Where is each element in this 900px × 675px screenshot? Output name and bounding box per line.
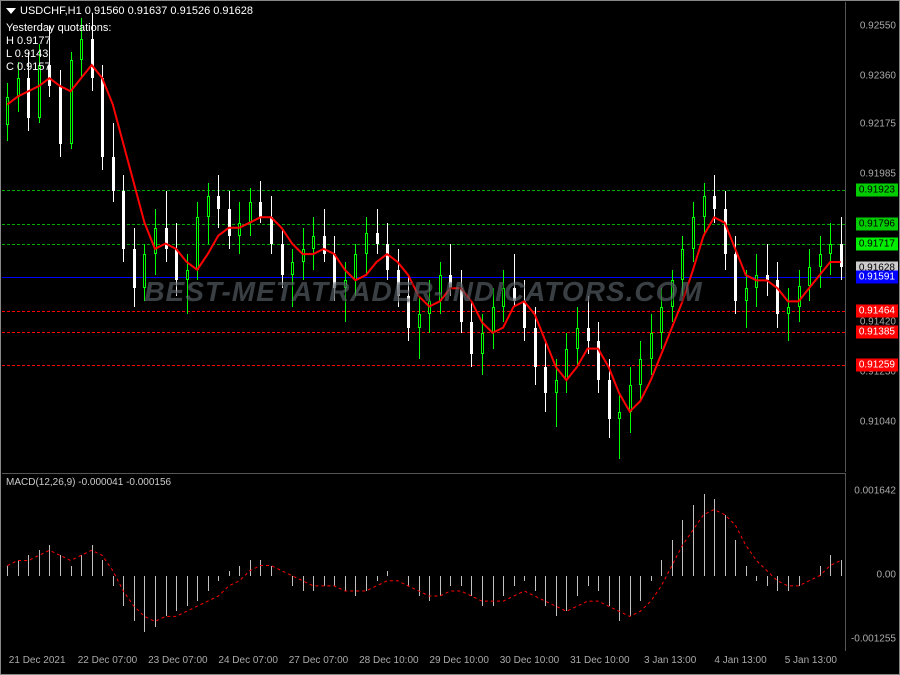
yesterday-quotations: Yesterday quotations: H 0.9177 L 0.9143 … — [6, 22, 111, 74]
ytick: 0.92175 — [860, 119, 896, 130]
xlabel: 5 Jan 13:00 — [785, 655, 837, 666]
price-label: 0.91259 — [856, 358, 898, 371]
price-label: 0.91923 — [856, 184, 898, 197]
xlabel: 23 Dec 07:00 — [148, 655, 208, 666]
watermark: BEST-METATRADER-INDICATORS.COM — [144, 276, 702, 308]
xlabel: 22 Dec 07:00 — [78, 655, 138, 666]
xlabel: 28 Dec 10:00 — [359, 655, 419, 666]
xlabel: 4 Jan 13:00 — [714, 655, 766, 666]
ytick: 0.91040 — [860, 417, 896, 428]
ytick: 0.91985 — [860, 168, 896, 179]
symbol-title: USDCHF,H1 0.91560 0.91637 0.91526 0.9162… — [6, 5, 253, 17]
xlabel: 31 Dec 10:00 — [570, 655, 630, 666]
dropdown-icon — [6, 8, 16, 14]
chart-container: USDCHF,H1 0.91560 0.91637 0.91526 0.9162… — [0, 0, 900, 675]
xlabel: 3 Jan 13:00 — [644, 655, 696, 666]
xlabel: 30 Dec 10:00 — [500, 655, 560, 666]
macd-ytick: 0.00 — [877, 569, 896, 580]
price-axis: 0.925500.923600.921750.919850.914200.912… — [844, 2, 898, 472]
xlabel: 27 Dec 07:00 — [289, 655, 349, 666]
time-axis: 21 Dec 2021 22 Dec 07:00 23 Dec 07:00 24 De… — [2, 652, 846, 675]
xlabel: 29 Dec 10:00 — [429, 655, 489, 666]
price-label: 0.91591 — [856, 271, 898, 284]
macd-axis: 0.001642 0.00 -0.001255 — [844, 473, 898, 651]
macd-ytick: 0.001642 — [854, 486, 896, 497]
xlabel: 21 Dec 2021 — [9, 655, 66, 666]
macd-panel[interactable]: MACD(12,26,9) -0.000041 -0.000156 — [2, 473, 846, 651]
ytick: 0.92550 — [860, 20, 896, 31]
price-label: 0.91796 — [856, 217, 898, 230]
price-label: 0.91464 — [856, 304, 898, 317]
ytick: 0.92360 — [860, 70, 896, 81]
macd-title: MACD(12,26,9) -0.000041 -0.000156 — [6, 477, 171, 488]
macd-ytick: -0.001255 — [851, 633, 896, 644]
price-label: 0.91385 — [856, 325, 898, 338]
price-chart[interactable]: USDCHF,H1 0.91560 0.91637 0.91526 0.9162… — [2, 2, 846, 472]
price-label: 0.91717 — [856, 238, 898, 251]
xlabel: 24 Dec 07:00 — [218, 655, 278, 666]
